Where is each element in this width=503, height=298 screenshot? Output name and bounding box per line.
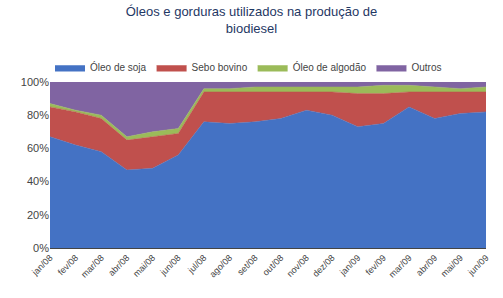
svg-text:mai/09: mai/09 (439, 253, 465, 279)
svg-text:80%: 80% (27, 109, 49, 121)
svg-text:100%: 100% (21, 76, 49, 88)
svg-text:jun/09: jun/09 (465, 253, 490, 278)
svg-text:abr/09: abr/09 (414, 253, 439, 278)
svg-text:jan/08: jan/08 (29, 253, 54, 278)
svg-text:mar/09: mar/09 (387, 253, 414, 280)
svg-text:mar/08: mar/08 (79, 253, 106, 280)
svg-text:jul/08: jul/08 (185, 253, 208, 276)
svg-text:fev/09: fev/09 (364, 253, 388, 277)
svg-text:0%: 0% (33, 242, 49, 254)
svg-text:ago/08: ago/08 (208, 253, 235, 280)
svg-text:dez/08: dez/08 (311, 253, 337, 279)
svg-text:60%: 60% (27, 142, 49, 154)
svg-text:40%: 40% (27, 175, 49, 187)
svg-text:jun/08: jun/08 (158, 253, 183, 278)
svg-text:Óleos e gorduras utilizados na: Óleos e gorduras utilizados na produção … (126, 4, 378, 36)
svg-text:nov/08: nov/08 (285, 253, 311, 279)
svg-text:set/08: set/08 (235, 253, 259, 277)
svg-text:Outros: Outros (411, 62, 441, 73)
svg-text:jan/09: jan/09 (337, 253, 362, 278)
svg-text:Óleo de algodão: Óleo de algodão (293, 61, 367, 73)
svg-text:Óleo de soja: Óleo de soja (90, 61, 147, 73)
svg-text:abr/08: abr/08 (106, 253, 131, 278)
svg-text:fev/08: fev/08 (56, 253, 80, 277)
svg-text:20%: 20% (27, 209, 49, 221)
svg-text:Sebo bovino: Sebo bovino (192, 62, 248, 73)
svg-text:mai/08: mai/08 (131, 253, 157, 279)
svg-text:out/08: out/08 (261, 253, 286, 278)
